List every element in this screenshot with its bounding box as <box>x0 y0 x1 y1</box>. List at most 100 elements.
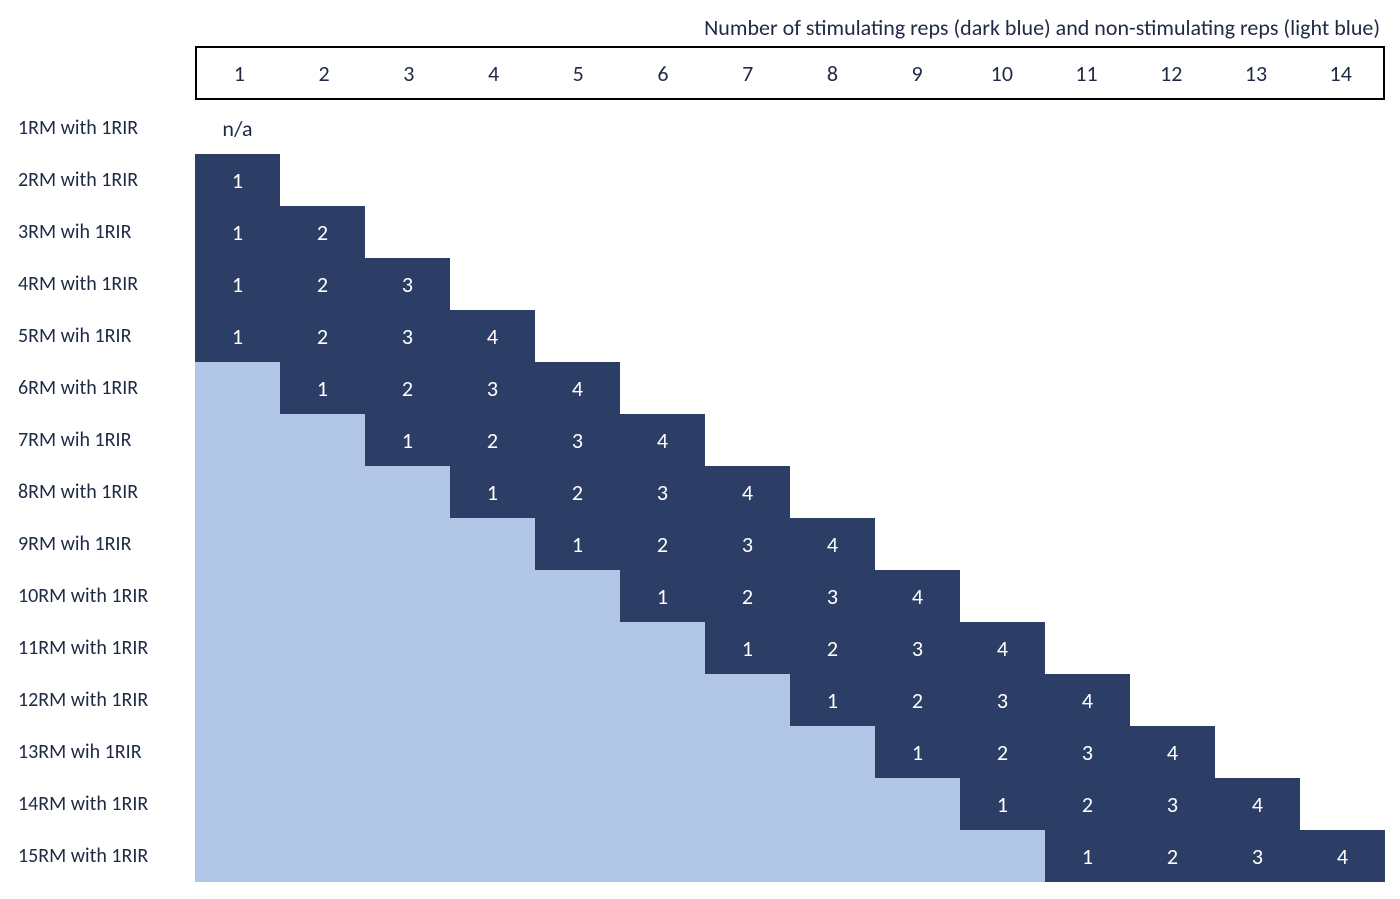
nonstimulating-cell <box>620 778 705 830</box>
stimulating-cell: 3 <box>620 466 705 518</box>
column-header: 8 <box>790 48 875 98</box>
table-row: 14RM with 1RIR1234 <box>0 778 1385 830</box>
empty-cell <box>620 102 705 154</box>
row-label: 3RM wih 1RIR <box>0 206 195 258</box>
empty-cell <box>620 362 705 414</box>
stimulating-cell: 2 <box>1045 778 1130 830</box>
column-header: 4 <box>451 48 536 98</box>
stimulating-cell: 4 <box>960 622 1045 674</box>
chart-title: Number of stimulating reps (dark blue) a… <box>704 14 1380 41</box>
empty-cell <box>280 102 365 154</box>
empty-cell <box>1215 310 1300 362</box>
stimulating-cell: 2 <box>705 570 790 622</box>
nonstimulating-cell <box>620 830 705 882</box>
nonstimulating-cell <box>620 726 705 778</box>
nonstimulating-cell <box>195 778 280 830</box>
empty-cell <box>1215 726 1300 778</box>
nonstimulating-cell <box>450 518 535 570</box>
stimulating-cell: 4 <box>450 310 535 362</box>
empty-cell <box>1215 362 1300 414</box>
nonstimulating-cell <box>365 674 450 726</box>
stimulating-cell: 1 <box>960 778 1045 830</box>
stimulating-cell: 2 <box>280 206 365 258</box>
empty-cell <box>620 154 705 206</box>
row-label: 12RM with 1RIR <box>0 674 195 726</box>
empty-cell <box>1300 674 1385 726</box>
nonstimulating-cell <box>450 570 535 622</box>
table-row: 12RM with 1RIR1234 <box>0 674 1385 726</box>
nonstimulating-cell <box>365 466 450 518</box>
nonstimulating-cell <box>280 518 365 570</box>
empty-cell <box>705 414 790 466</box>
empty-cell <box>1215 622 1300 674</box>
stimulating-cell: 2 <box>960 726 1045 778</box>
empty-cell <box>620 206 705 258</box>
column-header: 3 <box>366 48 451 98</box>
column-header: 13 <box>1214 48 1299 98</box>
empty-cell <box>705 310 790 362</box>
stimulating-cell: 4 <box>535 362 620 414</box>
empty-cell <box>960 570 1045 622</box>
empty-cell <box>960 466 1045 518</box>
table-row: 3RM wih 1RIR12 <box>0 206 1385 258</box>
stimulating-cell: 1 <box>875 726 960 778</box>
empty-cell <box>790 154 875 206</box>
nonstimulating-cell <box>535 830 620 882</box>
stimulating-cell: 3 <box>960 674 1045 726</box>
nonstimulating-cell <box>365 830 450 882</box>
nonstimulating-cell <box>790 778 875 830</box>
nonstimulating-cell <box>875 778 960 830</box>
empty-cell <box>535 206 620 258</box>
empty-cell <box>535 102 620 154</box>
empty-cell <box>1215 674 1300 726</box>
empty-cell <box>1130 674 1215 726</box>
empty-cell <box>1300 726 1385 778</box>
empty-cell <box>875 102 960 154</box>
nonstimulating-cell <box>535 674 620 726</box>
row-label: 9RM wih 1RIR <box>0 518 195 570</box>
nonstimulating-cell <box>450 674 535 726</box>
empty-cell <box>875 414 960 466</box>
empty-cell <box>960 414 1045 466</box>
empty-cell <box>705 206 790 258</box>
stimulating-cell: 3 <box>705 518 790 570</box>
column-header: 10 <box>959 48 1044 98</box>
row-label: 6RM with 1RIR <box>0 362 195 414</box>
empty-cell <box>1130 622 1215 674</box>
empty-cell <box>1130 154 1215 206</box>
stimulating-cell: 3 <box>790 570 875 622</box>
column-header: 9 <box>875 48 960 98</box>
empty-cell <box>790 206 875 258</box>
empty-cell <box>1130 570 1215 622</box>
stimulating-cell: 2 <box>790 622 875 674</box>
empty-cell <box>1130 518 1215 570</box>
empty-cell <box>450 154 535 206</box>
empty-cell <box>1045 154 1130 206</box>
stimulating-cell: 4 <box>1045 674 1130 726</box>
nonstimulating-cell <box>450 830 535 882</box>
nonstimulating-cell <box>620 622 705 674</box>
empty-cell <box>1045 622 1130 674</box>
nonstimulating-cell <box>535 570 620 622</box>
column-header: 6 <box>621 48 706 98</box>
row-label: 2RM with 1RIR <box>0 154 195 206</box>
nonstimulating-cell <box>365 778 450 830</box>
column-header: 11 <box>1044 48 1129 98</box>
stimulating-cell: 1 <box>195 154 280 206</box>
empty-cell <box>1130 362 1215 414</box>
column-header: 2 <box>282 48 367 98</box>
nonstimulating-cell <box>365 570 450 622</box>
stimulating-cell: 2 <box>875 674 960 726</box>
empty-cell <box>1300 518 1385 570</box>
empty-cell <box>790 362 875 414</box>
empty-cell <box>1215 466 1300 518</box>
stimulating-cell: 2 <box>620 518 705 570</box>
empty-cell <box>790 414 875 466</box>
stimulating-cell: 1 <box>195 206 280 258</box>
nonstimulating-cell <box>705 674 790 726</box>
empty-cell <box>1045 414 1130 466</box>
empty-cell <box>1215 154 1300 206</box>
row-label: 1RM with 1RIR <box>0 102 195 154</box>
nonstimulating-cell <box>705 726 790 778</box>
empty-cell <box>960 154 1045 206</box>
